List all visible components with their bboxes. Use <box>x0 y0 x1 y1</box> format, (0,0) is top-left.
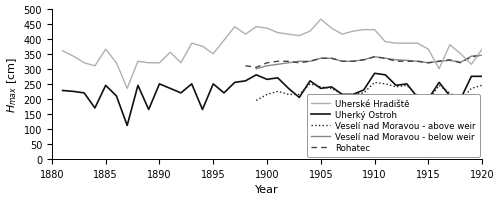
X-axis label: Year: Year <box>255 185 279 194</box>
Y-axis label: $H_{max}$ [cm]: $H_{max}$ [cm] <box>6 57 20 112</box>
Legend: Uherské Hradiště, Uherký Ostroh, Veselí nad Moravou - above weir, Veselí nad Mor: Uherské Hradiště, Uherký Ostroh, Veselí … <box>307 95 480 157</box>
